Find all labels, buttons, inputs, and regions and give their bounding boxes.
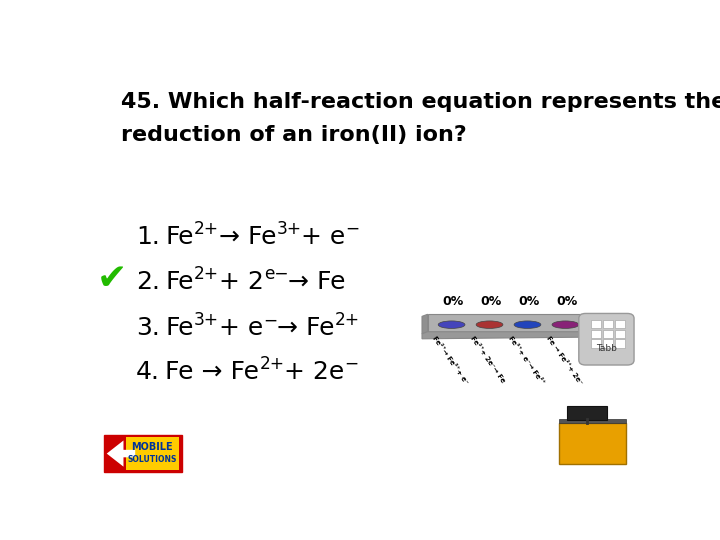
Text: + e: + e <box>302 225 346 248</box>
Text: + 2e: + 2e <box>284 360 345 384</box>
Text: 2+: 2+ <box>194 220 219 238</box>
Text: Fe: Fe <box>166 271 194 294</box>
FancyBboxPatch shape <box>615 339 624 348</box>
Text: ✔: ✔ <box>96 262 127 296</box>
Ellipse shape <box>514 321 541 328</box>
FancyBboxPatch shape <box>567 406 607 420</box>
FancyBboxPatch shape <box>603 339 613 348</box>
Polygon shape <box>107 441 135 467</box>
FancyBboxPatch shape <box>615 329 624 338</box>
Text: → Fe: → Fe <box>219 225 276 248</box>
Text: Fe: Fe <box>166 225 194 248</box>
Text: + 2: + 2 <box>219 271 264 294</box>
Text: Fe → Fe: Fe → Fe <box>166 360 259 384</box>
Ellipse shape <box>552 321 579 328</box>
FancyBboxPatch shape <box>126 437 179 470</box>
Text: 2+: 2+ <box>259 355 284 373</box>
Text: MOBILE: MOBILE <box>132 442 174 452</box>
Text: 2+: 2+ <box>335 311 360 329</box>
FancyBboxPatch shape <box>579 313 634 365</box>
Text: 3.: 3. <box>136 316 160 340</box>
Text: 0%: 0% <box>518 295 539 308</box>
Text: → Fe: → Fe <box>277 316 335 340</box>
FancyBboxPatch shape <box>603 329 613 338</box>
Ellipse shape <box>438 321 465 328</box>
FancyBboxPatch shape <box>591 320 601 328</box>
Text: 0%: 0% <box>442 295 464 308</box>
Polygon shape <box>422 314 428 334</box>
Text: 3+: 3+ <box>194 311 219 329</box>
Text: 0%: 0% <box>556 295 577 308</box>
Text: + e: + e <box>219 316 263 340</box>
Text: −: − <box>345 355 359 373</box>
Text: 2.: 2. <box>136 271 160 294</box>
Ellipse shape <box>476 321 503 328</box>
Text: reduction of an iron(II) ion?: reduction of an iron(II) ion? <box>121 125 467 145</box>
Text: 45. Which half-reaction equation represents the: 45. Which half-reaction equation represe… <box>121 92 720 112</box>
FancyBboxPatch shape <box>591 339 601 348</box>
FancyBboxPatch shape <box>559 423 626 464</box>
Text: Fe²⁺+ 2e⁻→ Fe: Fe²⁺+ 2e⁻→ Fe <box>469 335 506 384</box>
Polygon shape <box>422 332 629 339</box>
FancyBboxPatch shape <box>591 329 601 338</box>
Text: Fe → Fe²⁺+ 2e⁻: Fe → Fe²⁺+ 2e⁻ <box>545 335 583 386</box>
FancyBboxPatch shape <box>615 320 624 328</box>
Text: 0%: 0% <box>480 295 501 308</box>
Text: −: − <box>263 311 277 329</box>
Text: e−: e− <box>264 266 288 284</box>
Text: 3+: 3+ <box>276 220 302 238</box>
Text: Tabb: Tabb <box>596 343 617 353</box>
Text: → Fe: → Fe <box>288 271 346 294</box>
Text: −: − <box>346 220 360 238</box>
Text: 4.: 4. <box>136 360 160 384</box>
FancyBboxPatch shape <box>104 435 182 472</box>
Text: Fe²⁺→ Fe³⁺+ e⁻: Fe²⁺→ Fe³⁺+ e⁻ <box>431 335 469 386</box>
Text: 2+: 2+ <box>194 266 219 284</box>
Text: Fe: Fe <box>166 316 194 340</box>
Text: Fe³⁺+ e⁻→ Fe²⁺: Fe³⁺+ e⁻→ Fe²⁺ <box>508 335 545 386</box>
FancyBboxPatch shape <box>603 320 613 328</box>
Text: 1.: 1. <box>136 225 160 248</box>
Polygon shape <box>428 314 629 332</box>
Text: SOLUTIONS: SOLUTIONS <box>127 455 177 464</box>
FancyBboxPatch shape <box>559 418 626 423</box>
